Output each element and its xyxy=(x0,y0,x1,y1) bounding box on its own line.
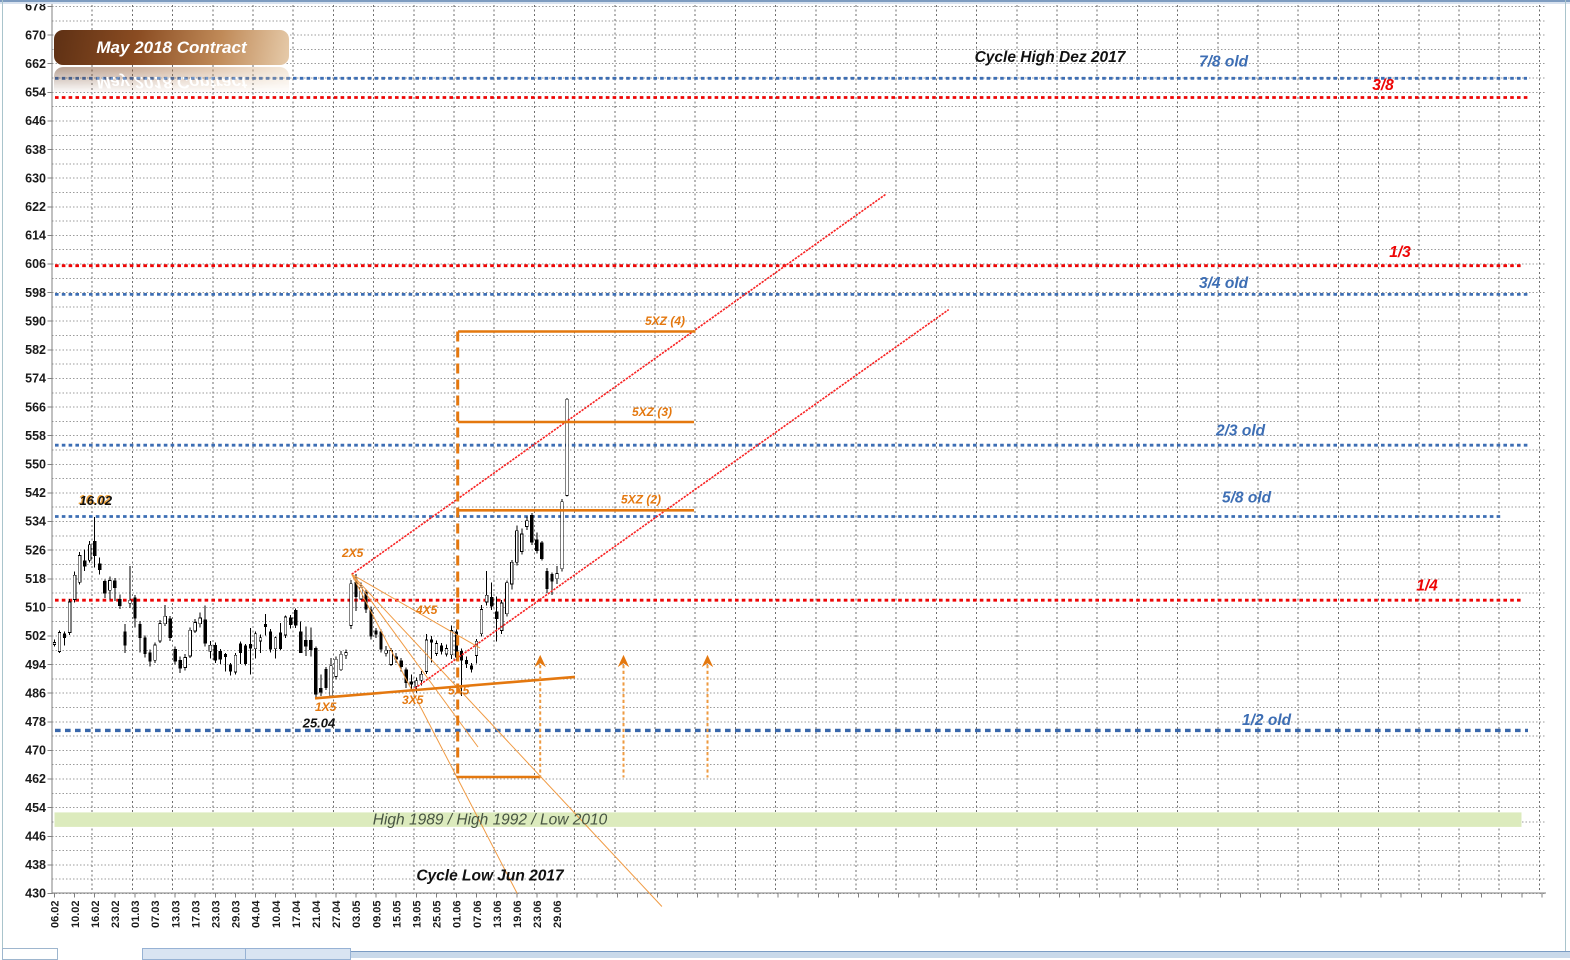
svg-text:454: 454 xyxy=(25,801,46,815)
svg-text:566: 566 xyxy=(25,400,46,414)
svg-text:07.03: 07.03 xyxy=(150,900,162,928)
svg-text:614: 614 xyxy=(25,229,46,243)
svg-text:494: 494 xyxy=(25,658,46,672)
svg-text:5XZ (2): 5XZ (2) xyxy=(621,493,661,507)
svg-text:5X5: 5X5 xyxy=(448,684,470,698)
svg-text:23.03: 23.03 xyxy=(211,900,223,928)
svg-text:622: 622 xyxy=(25,200,46,214)
svg-text:13.06: 13.06 xyxy=(492,900,504,928)
svg-text:3/4 old: 3/4 old xyxy=(1199,275,1249,292)
svg-text:09.05: 09.05 xyxy=(371,900,383,928)
svg-text:574: 574 xyxy=(25,372,46,386)
svg-text:670: 670 xyxy=(25,28,46,42)
svg-text:16.02: 16.02 xyxy=(80,493,113,508)
svg-text:21.04: 21.04 xyxy=(311,900,323,928)
svg-text:25.05: 25.05 xyxy=(432,900,444,928)
svg-text:518: 518 xyxy=(25,572,46,586)
svg-text:5/8 old: 5/8 old xyxy=(1222,490,1272,507)
svg-text:Cycle Low Jun 2017: Cycle Low Jun 2017 xyxy=(416,868,565,885)
svg-text:582: 582 xyxy=(25,343,46,357)
svg-text:16.02: 16.02 xyxy=(90,900,102,928)
svg-text:10.04: 10.04 xyxy=(271,900,283,928)
svg-text:606: 606 xyxy=(25,257,46,271)
svg-text:1X5: 1X5 xyxy=(315,700,337,714)
svg-text:Cycle High Dez 2017: Cycle High Dez 2017 xyxy=(975,49,1127,66)
svg-text:29.06: 29.06 xyxy=(552,900,564,928)
svg-text:2/3 old: 2/3 old xyxy=(1215,423,1266,440)
svg-text:27.04: 27.04 xyxy=(331,900,343,928)
svg-text:470: 470 xyxy=(25,744,46,758)
svg-text:542: 542 xyxy=(25,486,46,500)
svg-text:17.03: 17.03 xyxy=(190,900,202,928)
svg-text:502: 502 xyxy=(25,629,46,643)
svg-text:646: 646 xyxy=(25,114,46,128)
svg-text:13.03: 13.03 xyxy=(170,900,182,928)
svg-text:5XZ (4): 5XZ (4) xyxy=(645,314,685,328)
svg-text:3/8: 3/8 xyxy=(1372,77,1394,94)
svg-text:510: 510 xyxy=(25,601,46,615)
svg-text:2X5: 2X5 xyxy=(341,546,364,560)
svg-text:06.02: 06.02 xyxy=(50,900,62,928)
svg-text:19.05: 19.05 xyxy=(412,900,424,928)
svg-text:16.02: 16.02 xyxy=(78,492,111,507)
svg-text:10.02: 10.02 xyxy=(70,900,82,928)
svg-text:19.06: 19.06 xyxy=(512,900,524,928)
svg-text:486: 486 xyxy=(25,686,46,700)
svg-text:430: 430 xyxy=(25,887,46,901)
svg-text:662: 662 xyxy=(25,57,46,71)
svg-text:07.06: 07.06 xyxy=(472,900,484,928)
svg-text:438: 438 xyxy=(25,858,46,872)
svg-text:3X5: 3X5 xyxy=(402,693,424,707)
svg-text:23.02: 23.02 xyxy=(110,900,122,928)
svg-text:638: 638 xyxy=(25,143,46,157)
svg-text:1/4: 1/4 xyxy=(1416,578,1438,595)
svg-text:23.06: 23.06 xyxy=(532,900,544,928)
svg-text:446: 446 xyxy=(25,830,46,844)
svg-text:17.04: 17.04 xyxy=(291,900,303,928)
svg-text:01.06: 01.06 xyxy=(452,900,464,928)
svg-text:15.05: 15.05 xyxy=(391,900,403,928)
svg-text:25.04: 25.04 xyxy=(302,716,336,731)
svg-text:462: 462 xyxy=(25,772,46,786)
svg-text:04.04: 04.04 xyxy=(251,900,263,928)
svg-text:550: 550 xyxy=(25,458,46,472)
svg-text:03.05: 03.05 xyxy=(351,900,363,928)
svg-text:654: 654 xyxy=(25,86,46,100)
svg-text:598: 598 xyxy=(25,286,46,300)
svg-text:01.03: 01.03 xyxy=(130,900,142,928)
svg-text:630: 630 xyxy=(25,171,46,185)
svg-text:534: 534 xyxy=(25,515,46,529)
svg-text:1/2 old: 1/2 old xyxy=(1242,712,1292,729)
svg-text:590: 590 xyxy=(25,314,46,328)
svg-text:7/8 old: 7/8 old xyxy=(1199,54,1249,71)
svg-text:478: 478 xyxy=(25,715,46,729)
svg-text:558: 558 xyxy=(25,429,46,443)
svg-text:1/3: 1/3 xyxy=(1389,244,1411,261)
svg-text:526: 526 xyxy=(25,543,46,557)
svg-text:5XZ (3): 5XZ (3) xyxy=(632,405,672,419)
svg-text:High 1989 / High 1992 / Low 20: High 1989 / High 1992 / Low 2010 xyxy=(373,812,608,829)
svg-text:29.03: 29.03 xyxy=(231,900,243,928)
svg-text:4X5: 4X5 xyxy=(415,603,438,617)
